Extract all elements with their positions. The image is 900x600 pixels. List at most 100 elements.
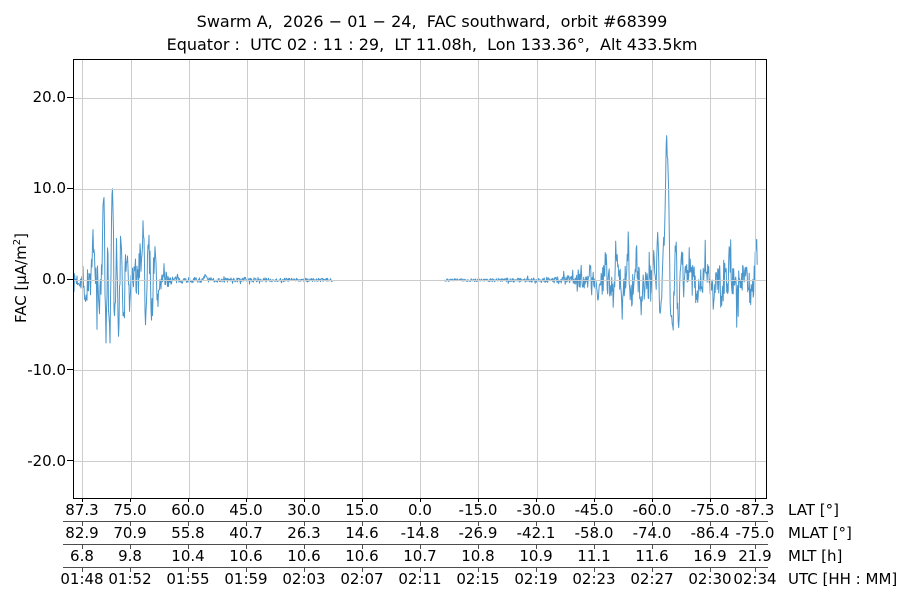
gridline-vertical: [362, 60, 364, 498]
axis-row-tick-mark: [81, 568, 83, 572]
axis-row-tick-mark: [188, 522, 189, 526]
axis-row-tick-mark: [536, 522, 538, 526]
plot-area: [73, 59, 767, 499]
x-tick-label-mlat: 82.9: [65, 524, 99, 542]
x-tick-label-mlt: 10.6: [229, 547, 263, 565]
axis-row-tick-mark: [361, 522, 363, 526]
x-tick-label-utc: 02:07: [340, 570, 384, 588]
gridline-horizontal: [74, 188, 766, 190]
x-tick-label-utc: 01:59: [224, 570, 268, 588]
x-tick-label-mlt: 9.8: [118, 547, 142, 565]
x-tick-label-lat: 45.0: [229, 501, 263, 519]
x-tick-mark: [419, 498, 421, 502]
x-tick-label-utc: 02:34: [733, 570, 777, 588]
x-tick-label-mlat: -75.0: [735, 524, 775, 542]
x-tick-label-mlt: 6.8: [70, 547, 94, 565]
axis-row-tick-mark: [419, 568, 421, 572]
gridline-vertical: [82, 60, 84, 498]
x-tick-label-mlat: -42.1: [516, 524, 556, 542]
x-tick-label-mlat: -86.4: [690, 524, 730, 542]
axis-row-tick-mark: [246, 545, 247, 549]
gridline-vertical: [710, 60, 712, 498]
y-tick-mark: [67, 369, 73, 371]
axis-row-tick-mark: [188, 545, 189, 549]
x-tick-label-mlat: -58.0: [574, 524, 614, 542]
x-tick-label-lat: -75.0: [690, 501, 730, 519]
y-tick-label: -10.0: [27, 360, 66, 379]
axis-row-tick-mark: [477, 545, 479, 549]
axis-row-tick-mark: [477, 522, 479, 526]
axis-row-line: [63, 544, 768, 545]
x-tick-label-lat: 0.0: [408, 501, 432, 519]
gridline-horizontal: [74, 279, 766, 281]
axis-row-tick-mark: [536, 568, 538, 572]
x-tick-label-lat: 30.0: [287, 501, 321, 519]
axis-row-line: [63, 521, 768, 522]
gridline-horizontal: [74, 97, 766, 99]
x-tick-label-mlt: 10.6: [287, 547, 321, 565]
axis-row-tick-mark: [188, 568, 189, 572]
x-tick-mark: [303, 498, 305, 502]
x-tick-label-lat: 60.0: [171, 501, 205, 519]
x-tick-label-mlat: 70.9: [113, 524, 147, 542]
axis-row-tick-mark: [303, 568, 305, 572]
x-tick-mark: [246, 498, 247, 502]
axis-row-tick-mark: [754, 568, 756, 572]
x-tick-label-lat: -15.0: [458, 501, 498, 519]
gridline-vertical: [188, 60, 190, 498]
axis-row-tick-mark: [361, 545, 363, 549]
gridline-vertical: [594, 60, 596, 498]
y-tick-label: 10.0: [32, 179, 66, 198]
gridline-vertical: [420, 60, 422, 498]
x-tick-label-lat: 87.3: [65, 501, 99, 519]
axis-row-tick-mark: [754, 545, 756, 549]
x-tick-label-utc: 02:15: [456, 570, 500, 588]
y-axis-label-close: ]: [12, 232, 30, 239]
axis-row-tick-mark: [419, 545, 421, 549]
x-tick-mark: [130, 498, 132, 502]
gridline-vertical: [304, 60, 306, 498]
x-tick-label-lat: 15.0: [345, 501, 379, 519]
x-axis-row-label-mlat: MLAT [°]: [788, 524, 852, 542]
y-tick-mark: [67, 187, 73, 189]
axis-row-tick-mark: [594, 522, 595, 526]
x-tick-label-utc: 02:27: [630, 570, 674, 588]
x-tick-label-lat: -45.0: [574, 501, 614, 519]
x-tick-mark: [188, 498, 189, 502]
x-tick-mark: [477, 498, 479, 502]
x-tick-mark: [709, 498, 711, 502]
x-tick-label-mlt: 21.9: [738, 547, 772, 565]
x-tick-mark: [594, 498, 595, 502]
x-tick-label-mlat: -74.0: [632, 524, 672, 542]
x-tick-label-lat: -87.3: [735, 501, 775, 519]
axis-row-tick-mark: [130, 522, 132, 526]
axis-row-tick-mark: [303, 545, 305, 549]
x-tick-label-utc: 02:11: [398, 570, 442, 588]
axis-row-tick-mark: [709, 522, 711, 526]
x-tick-label-utc: 02:19: [514, 570, 558, 588]
x-tick-label-mlat: 55.8: [171, 524, 205, 542]
axis-row-tick-mark: [594, 568, 595, 572]
x-tick-mark: [651, 498, 653, 502]
x-tick-label-mlt: 11.6: [635, 547, 669, 565]
x-tick-label-lat: -60.0: [632, 501, 672, 519]
x-tick-label-mlat: 40.7: [229, 524, 263, 542]
gridline-vertical: [130, 60, 132, 498]
x-tick-label-mlt: 10.6: [345, 547, 379, 565]
axis-row-tick-mark: [419, 522, 421, 526]
x-tick-label-utc: 01:52: [108, 570, 152, 588]
axis-row-tick-mark: [754, 522, 756, 526]
x-tick-label-mlat: -14.8: [400, 524, 440, 542]
axis-row-tick-mark: [130, 568, 132, 572]
gridline-horizontal: [74, 370, 766, 372]
x-tick-label-mlat: 14.6: [345, 524, 379, 542]
x-tick-label-mlt: 10.4: [171, 547, 205, 565]
x-tick-mark: [536, 498, 538, 502]
x-tick-label-mlt: 11.1: [577, 547, 611, 565]
y-tick-label: -20.0: [27, 451, 66, 470]
axis-row-tick-mark: [246, 522, 247, 526]
y-tick-label: 0.0: [42, 270, 66, 288]
axis-row-tick-mark: [130, 545, 132, 549]
fac-trace: [74, 135, 758, 344]
